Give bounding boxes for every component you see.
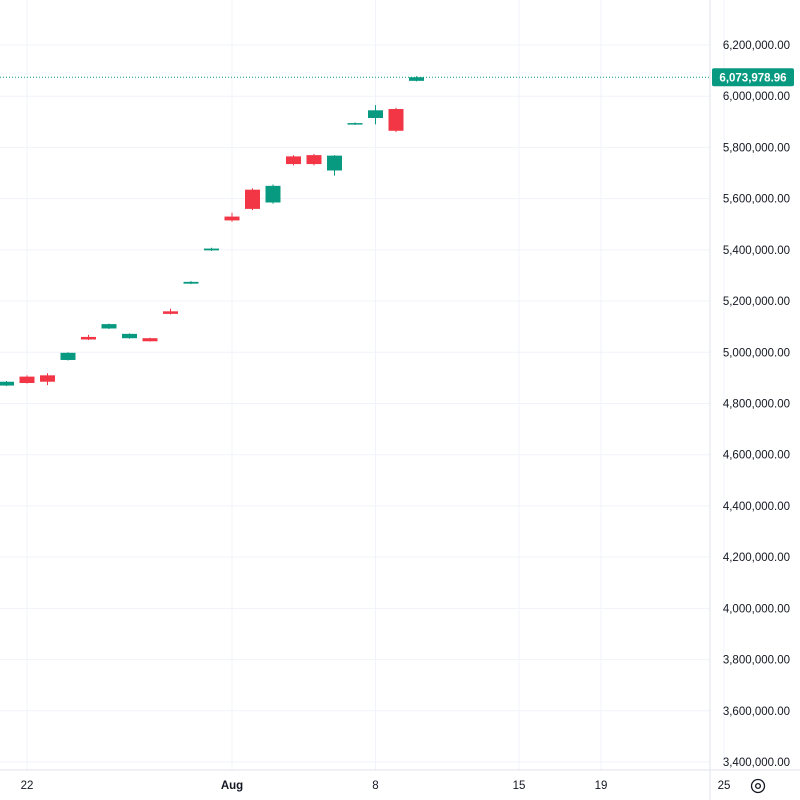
time-tick-label: 8 (372, 780, 378, 792)
candle-body (142, 338, 158, 342)
time-tick-label: 25 (718, 780, 731, 792)
time-tick-label: 15 (513, 780, 526, 792)
time-tick-label: 19 (595, 780, 608, 792)
candle[interactable] (183, 281, 199, 285)
time-tick-label: Aug (221, 780, 243, 792)
price-tick-label: 3,600,000.00 (723, 706, 790, 718)
price-tick-label: 6,200,000.00 (723, 40, 790, 52)
candle[interactable] (409, 76, 424, 82)
gear-icon[interactable] (750, 778, 766, 794)
time-tick-label: 22 (21, 780, 34, 792)
price-tick-label: 3,400,000.00 (723, 757, 790, 769)
gear-icon-inner (754, 782, 762, 790)
last-price-tag-background (712, 68, 794, 87)
candle-body (265, 185, 281, 203)
price-tick-label: 4,200,000.00 (723, 552, 790, 564)
candle[interactable] (327, 155, 342, 176)
gear-icon-outer (750, 778, 766, 794)
price-tick-label: 4,600,000.00 (723, 450, 790, 462)
candle[interactable] (122, 333, 137, 339)
candle[interactable] (224, 212, 240, 222)
price-tick-label: 5,800,000.00 (723, 142, 790, 154)
candle-body (60, 352, 76, 360)
candle-body (122, 333, 137, 339)
price-tick-label: 5,000,000.00 (723, 347, 790, 359)
price-tick-label: 6,000,000.00 (723, 91, 790, 103)
candle-body (347, 123, 363, 125)
candle-body (409, 77, 424, 81)
candle[interactable] (286, 155, 301, 166)
candle-body (368, 110, 383, 118)
candle-body (183, 281, 199, 284)
candle[interactable] (142, 337, 158, 342)
candle[interactable] (245, 188, 260, 211)
candle-body (245, 189, 260, 209)
candle[interactable] (265, 184, 281, 204)
candle[interactable] (40, 373, 55, 386)
candle[interactable] (60, 352, 76, 361)
candle-body (163, 311, 178, 314)
candle[interactable] (368, 105, 383, 125)
price-tick-label: 5,600,000.00 (723, 194, 790, 206)
candle-body (19, 376, 35, 384)
candles (0, 76, 424, 387)
candle-body (286, 156, 301, 165)
candle[interactable] (0, 380, 14, 387)
price-axis[interactable]: 6,200,000.00 6,000,000.00 5,800,000.00 5,60… (723, 40, 790, 769)
time-axis[interactable]: 1822Aug8151925Sep (0, 780, 800, 792)
price-tick-label: 4,400,000.00 (723, 501, 790, 513)
candle[interactable] (204, 247, 219, 251)
candle-body (204, 248, 219, 251)
price-tick-label: 4,800,000.00 (723, 399, 790, 411)
candle[interactable] (101, 323, 117, 329)
candle[interactable] (388, 107, 404, 133)
candle-body (224, 216, 240, 221)
last-price-label: 6,073,978.96 (719, 72, 786, 84)
grid-lines (0, 0, 725, 770)
candle-body (40, 375, 55, 382)
candle-body (81, 336, 96, 340)
candle[interactable] (347, 122, 363, 125)
candle[interactable] (81, 334, 96, 340)
candle[interactable] (163, 308, 178, 315)
candle-body (101, 324, 117, 329)
candle-body (306, 155, 322, 165)
price-tick-label: 5,400,000.00 (723, 245, 790, 257)
candle[interactable] (306, 153, 322, 166)
candle[interactable] (19, 375, 35, 384)
candle-body (388, 109, 404, 131)
last-price-tag: 6,073,978.96 (712, 68, 794, 87)
price-tick-label: 4,000,000.00 (723, 603, 790, 615)
price-tick-label: 3,800,000.00 (723, 655, 790, 667)
candle-body (0, 381, 14, 386)
price-tick-label: 5,200,000.00 (723, 296, 790, 308)
candle-body (327, 155, 342, 171)
